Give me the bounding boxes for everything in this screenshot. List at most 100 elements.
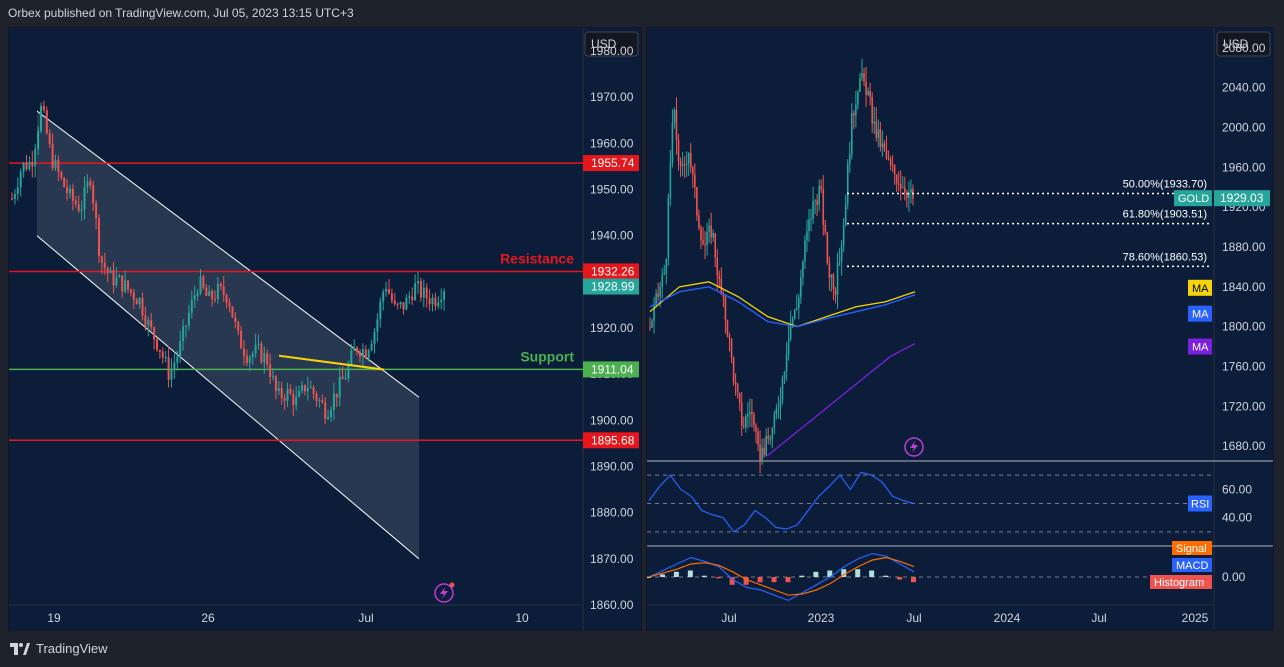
price-tag-left[interactable] [583, 155, 639, 172]
histogram-bar [715, 577, 721, 579]
price-tag-left[interactable] [583, 263, 639, 280]
candle-body [419, 281, 422, 298]
y-tick-label-left: 1860.00 [590, 598, 634, 612]
rsi-tag[interactable] [1188, 495, 1212, 512]
y-tick-label-left: 1870.00 [590, 552, 634, 566]
candle-body [738, 392, 741, 403]
candle-body [211, 291, 214, 299]
candle-body [440, 299, 443, 303]
candle-body [694, 174, 696, 188]
macd-legend-tag[interactable] [1172, 541, 1212, 555]
candle-body [385, 288, 388, 292]
channel-upper-line[interactable] [36, 110, 420, 398]
fib-level-label: 50.00%(1933.70) [1123, 179, 1207, 191]
candle-body [822, 189, 825, 225]
signal-line[interactable] [648, 556, 915, 596]
candle-body [245, 355, 248, 363]
candle-body [54, 160, 57, 169]
candle-body [289, 388, 292, 394]
candle-body [873, 121, 876, 124]
candle-body [83, 187, 86, 210]
currency-label-right[interactable] [1216, 31, 1271, 57]
macd-legend-tag[interactable] [1150, 575, 1212, 589]
candle-body [443, 291, 446, 300]
candle-body [885, 149, 888, 158]
candle-body [777, 407, 780, 410]
currency-label-left[interactable] [584, 31, 639, 57]
y-tick-label-left: 1880.00 [590, 506, 634, 520]
candle-body [751, 411, 753, 414]
candle-body [901, 187, 904, 189]
candle-body [775, 409, 778, 415]
symbol-tag[interactable] [1174, 190, 1212, 207]
channel-lower-line[interactable] [36, 235, 420, 560]
histogram-bar [869, 570, 875, 577]
macd-line[interactable] [648, 552, 915, 602]
rsi-line[interactable] [648, 471, 915, 533]
channel-fill [37, 111, 419, 559]
right-chart-svg[interactable]: USD 2080.002040.002000.001960.001920.001… [646, 28, 1273, 630]
candle-body [826, 232, 829, 264]
level-annotation: Support [520, 348, 574, 364]
candle-body [655, 293, 657, 306]
attribution-text: Orbex published on TradingView.com, Jul … [8, 6, 354, 20]
candle-body [225, 295, 228, 303]
histogram-bar [855, 569, 861, 577]
candle-body [867, 90, 869, 95]
candle-body [649, 326, 651, 328]
candle-body [158, 349, 161, 352]
candle-body [292, 393, 295, 406]
left-chart-panel[interactable]: USD 1980.00 1970.00 1960.00 1950.00 1940.00 1… [8, 27, 642, 631]
candle-body [908, 192, 910, 198]
macd-legend-tag[interactable] [1172, 558, 1212, 572]
ma-tag[interactable] [1188, 279, 1212, 296]
macd-legend-text: Signal [1176, 543, 1207, 555]
last-price-tag-right[interactable] [1214, 190, 1270, 207]
price-tag-text-left: 1911.04 [591, 362, 634, 376]
tradingview-footer[interactable]: TradingView [10, 641, 108, 656]
candle-body [231, 306, 234, 318]
moving-average-line[interactable] [649, 281, 916, 328]
candle-body [702, 240, 704, 245]
moving-average-line[interactable] [766, 342, 916, 457]
lightning-icon-left[interactable] [434, 582, 455, 603]
candle-body [34, 148, 37, 167]
candle-body [124, 280, 127, 292]
candle-body [417, 281, 419, 284]
candle-body [338, 376, 341, 398]
candle-body [263, 353, 266, 363]
ma-tag[interactable] [1188, 338, 1212, 355]
last-price-tag-left[interactable] [583, 278, 639, 295]
y-tick-label-left: 1900.00 [590, 413, 634, 427]
candle-body [806, 230, 808, 241]
candle-body [303, 384, 306, 392]
left-chart-svg[interactable]: USD 1980.00 1970.00 1960.00 1950.00 1940.00 1… [9, 28, 641, 630]
candle-body [92, 185, 95, 204]
histogram-bar [659, 574, 665, 577]
ma-tag[interactable] [1188, 305, 1212, 322]
candle-body [659, 286, 661, 297]
moving-average-line[interactable] [649, 286, 916, 328]
candle-body [144, 315, 147, 326]
candle-body [716, 257, 719, 276]
lightning-icon-right[interactable] [904, 437, 924, 457]
ma-tag-text: MA [1192, 309, 1209, 321]
candle-body [859, 78, 861, 92]
candle-body [696, 187, 698, 216]
macd-legend-text: Histogram [1154, 577, 1204, 589]
candle-body [22, 162, 25, 172]
histogram-bar [646, 577, 651, 578]
macd-legend-text: MACD [1176, 560, 1208, 572]
candle-body [132, 292, 135, 300]
candle-body [45, 110, 48, 134]
candle-body [798, 297, 800, 309]
candle-body [431, 297, 434, 305]
candle-body [897, 183, 900, 185]
price-tag-left[interactable] [583, 361, 639, 378]
price-tag-left[interactable] [583, 432, 639, 449]
candle-body [724, 297, 727, 321]
triangle-trendline[interactable] [278, 354, 385, 371]
candle-body [732, 357, 735, 383]
right-chart-panel[interactable]: USD 2080.00 2040.00 2000.00 1960.00 1920.00 1… [646, 27, 1274, 631]
candle-body [388, 288, 390, 294]
